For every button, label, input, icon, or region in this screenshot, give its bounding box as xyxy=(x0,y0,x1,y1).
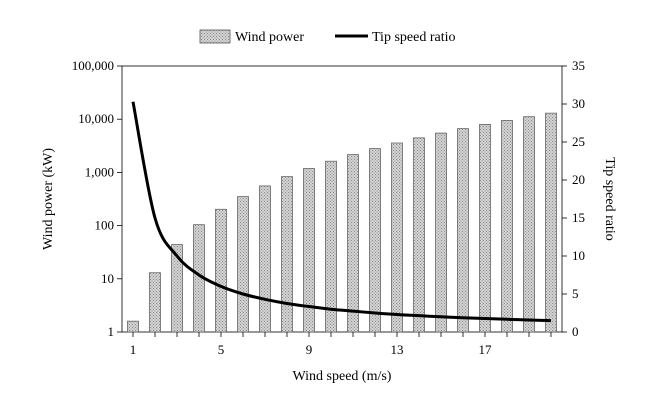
y-axis-tick-label: 100 xyxy=(95,218,115,233)
bars-layer xyxy=(127,112,557,333)
legend-label-tip-speed-ratio: Tip speed ratio xyxy=(372,30,455,45)
y2-axis-tick-label: 0 xyxy=(572,324,579,339)
y-axis-tick-label: 1,000 xyxy=(85,164,114,179)
bar-wind-power xyxy=(391,142,403,333)
y-axis-tick-label: 1 xyxy=(108,324,115,339)
y2-axis-tick-label: 15 xyxy=(572,210,585,225)
line-layer xyxy=(131,101,552,323)
x-axis-tick-label: 17 xyxy=(479,342,493,357)
bar-wind-power xyxy=(413,137,425,333)
legend-swatch-wind-power xyxy=(199,29,231,44)
y-axis-tick-label: 10 xyxy=(101,271,114,286)
x-axis-tick-label: 9 xyxy=(306,342,313,357)
line-tip-speed-ratio xyxy=(131,101,552,323)
bar-wind-power xyxy=(325,160,337,333)
bar-wind-power xyxy=(457,128,469,333)
bar-wind-power xyxy=(127,320,139,333)
y2-axis-tick-label: 30 xyxy=(572,96,585,111)
bar-wind-power xyxy=(479,124,491,333)
bar-wind-power xyxy=(149,272,161,333)
bar-wind-power xyxy=(523,116,535,333)
x-axis-title: Wind speed (m/s) xyxy=(293,369,392,384)
bar-wind-power xyxy=(281,176,293,333)
y-axis-tick-label: 10,000 xyxy=(78,111,114,126)
x-axis-tick-label: 5 xyxy=(218,342,225,357)
bar-wind-power xyxy=(347,154,359,333)
y2-axis-tick-label: 35 xyxy=(572,58,585,73)
x-axis-tick-label: 13 xyxy=(391,342,404,357)
legend-label-wind-power: Wind power xyxy=(235,30,304,45)
bar-wind-power xyxy=(435,132,447,333)
y2-axis-tick-label: 10 xyxy=(572,248,585,263)
y2-axis-tick-label: 5 xyxy=(572,286,579,301)
y-axis-title: Wind power (kW) xyxy=(41,148,56,250)
y-axis-tick-label: 100,000 xyxy=(72,58,114,73)
legend: Wind power Tip speed ratio xyxy=(199,29,455,45)
y2-axis-tick-label: 25 xyxy=(572,134,585,149)
y2-axis-tick-label: 20 xyxy=(572,172,585,187)
y2-axis-title: Tip speed ratio xyxy=(602,157,617,240)
bar-wind-power xyxy=(215,208,227,333)
plot-area-frame xyxy=(121,65,563,333)
bar-wind-power xyxy=(259,185,271,333)
x-axis-tick-label: 1 xyxy=(130,342,137,357)
bar-wind-power xyxy=(237,196,249,333)
bar-wind-power xyxy=(501,120,513,333)
bar-wind-power xyxy=(369,148,381,333)
bar-wind-power xyxy=(545,112,557,333)
